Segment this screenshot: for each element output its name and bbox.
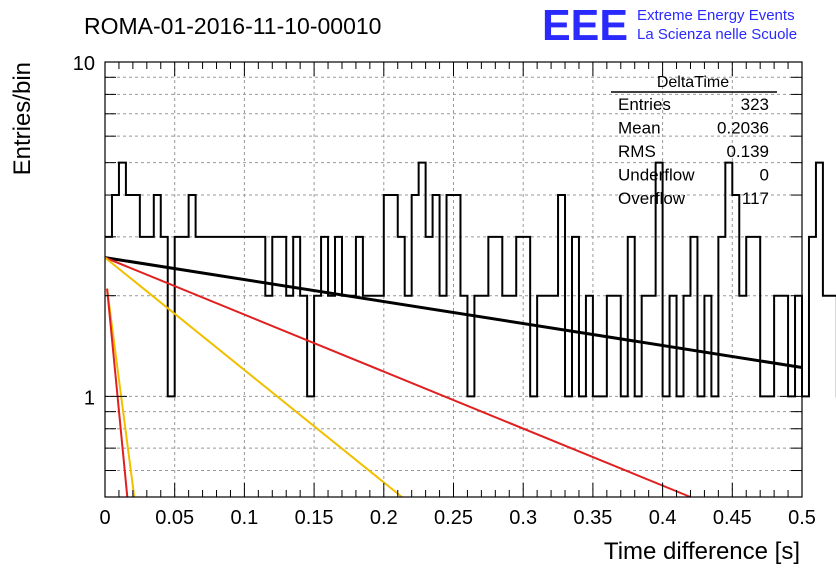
histogram-steps xyxy=(105,161,836,398)
y-tick-labels: 1 10 xyxy=(73,53,95,409)
fit-curve-black xyxy=(104,256,803,369)
x-tick-label: 0.4 xyxy=(649,507,677,529)
x-axis-label: Time difference [s] xyxy=(604,538,800,565)
x-tick-label: 0.45 xyxy=(713,507,752,529)
stats-row-value: 0.2036 xyxy=(717,119,769,138)
stats-title: DeltaTime xyxy=(657,74,729,91)
fit-curve-yellow xyxy=(106,288,136,498)
x-tick-label: 0 xyxy=(99,507,110,529)
brand-line-2: La Scienza nelle Scuole xyxy=(637,26,797,43)
stats-rows: Entries 323 Mean 0.2036 RMS 0.139 Underflow 0 Ov… xyxy=(618,95,769,208)
x-tick-label: 0.2 xyxy=(370,507,398,529)
x-tick-labels: 0 0.05 0.1 0.15 0.2 0.25 0.3 0.35 0.4 0.45 0.5 xyxy=(99,507,815,529)
y-tick-label: 10 xyxy=(73,53,95,75)
fit-curve-yellow xyxy=(104,256,403,498)
x-tick-label: 0.5 xyxy=(788,507,816,529)
x-tick-label: 0.35 xyxy=(573,507,612,529)
x-tick-label: 0.3 xyxy=(509,507,537,529)
x-tick-label: 0.25 xyxy=(434,507,473,529)
fit-curve-red xyxy=(106,288,129,498)
histogram-series xyxy=(105,161,836,398)
stats-row-value: 0.139 xyxy=(726,142,769,161)
grid-lines xyxy=(105,62,802,497)
fit-curves xyxy=(104,256,803,498)
x-tick-label: 0.05 xyxy=(155,507,194,529)
eee-logo-text: EEE xyxy=(542,1,628,50)
axis-ticks xyxy=(104,61,803,498)
x-tick-label: 0.15 xyxy=(295,507,334,529)
fit-curve-red xyxy=(104,256,691,498)
stats-row-value: 323 xyxy=(741,95,769,114)
brand-line-1: Extreme Energy Events xyxy=(637,7,795,24)
y-tick-label: 1 xyxy=(84,387,95,409)
x-tick-label: 0.1 xyxy=(230,507,258,529)
run-title: ROMA-01-2016-11-10-00010 xyxy=(84,13,381,39)
stats-row-label: Entries xyxy=(618,95,671,114)
y-axis-label: Entries/bin xyxy=(9,62,36,175)
eee-logo: EEE xyxy=(542,1,628,50)
stats-row-label: Mean xyxy=(618,119,661,138)
stats-row-label: Underflow xyxy=(618,166,695,185)
stats-row-value: 117 xyxy=(742,189,769,208)
stats-box: DeltaTime Entries 323 Mean 0.2036 RMS 0.139 Un… xyxy=(611,74,777,208)
stats-row-label: RMS xyxy=(618,142,656,161)
stats-row-value: 0 xyxy=(760,166,769,185)
stats-row-label: Overflow xyxy=(618,189,686,208)
